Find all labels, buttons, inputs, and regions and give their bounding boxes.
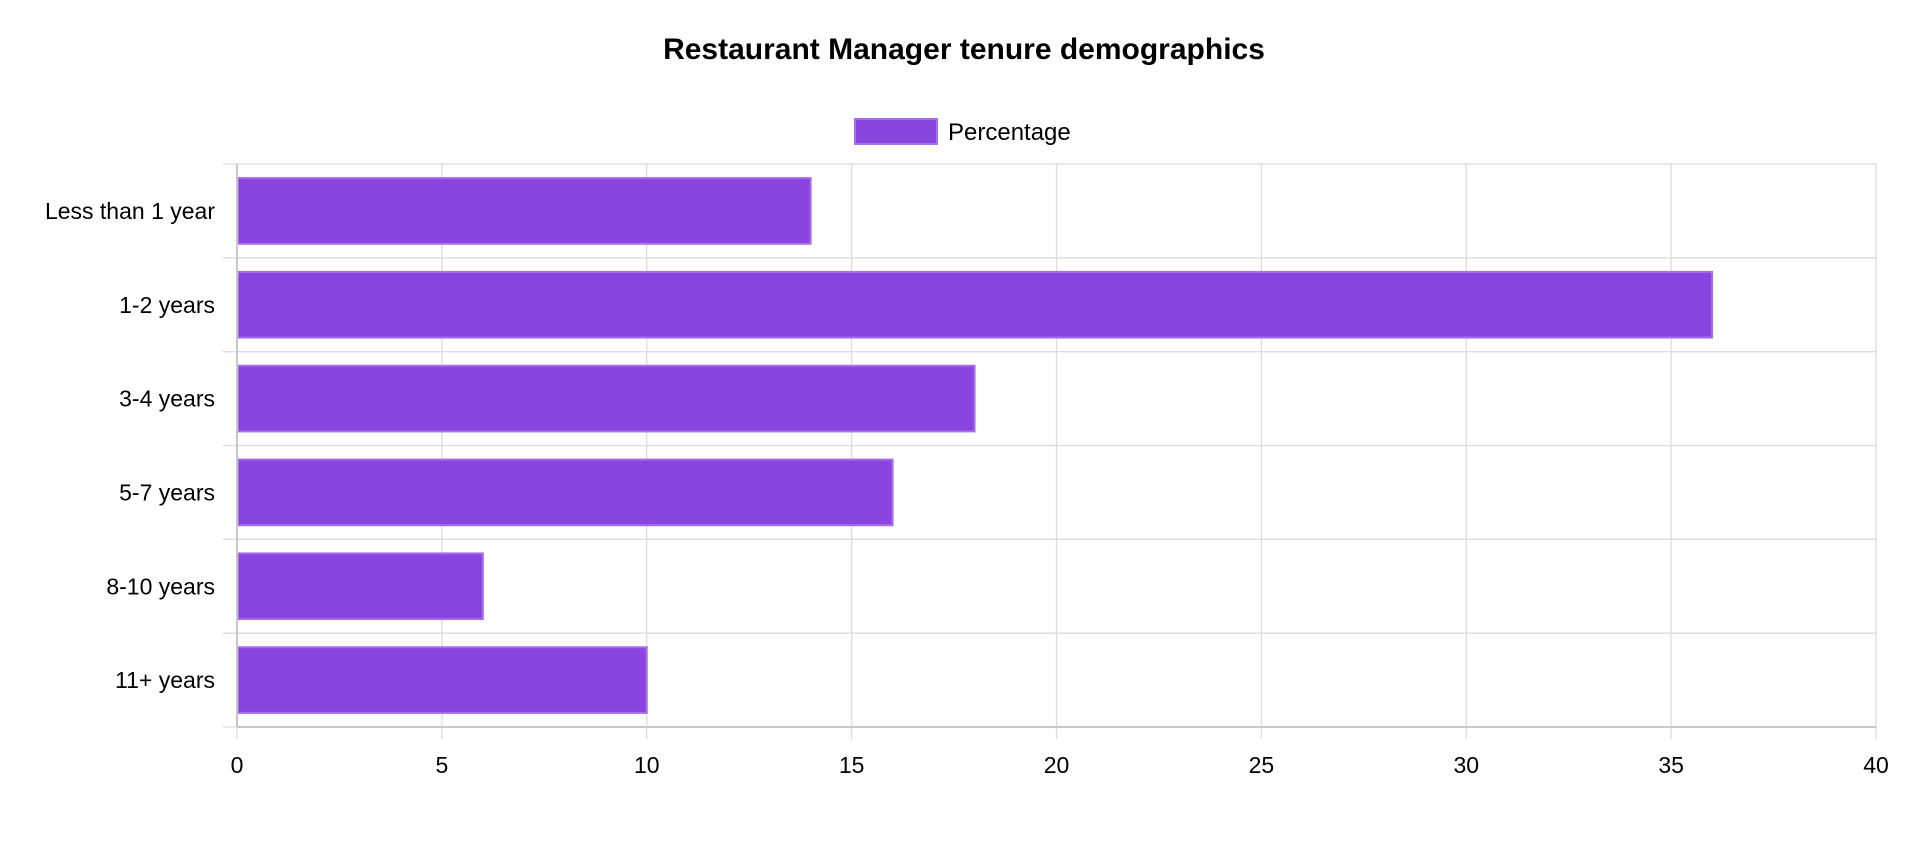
y-tick-label: 11+ years xyxy=(115,667,215,693)
bars xyxy=(237,177,1714,714)
x-tick-label: 20 xyxy=(1044,752,1070,778)
bar[interactable] xyxy=(237,270,1714,339)
bar[interactable] xyxy=(237,177,812,245)
x-tick-label: 35 xyxy=(1658,752,1684,778)
x-tick-label: 0 xyxy=(231,752,244,778)
y-tick-label: 8-10 years xyxy=(106,573,215,599)
legend[interactable]: Percentage xyxy=(854,118,1071,146)
grid-lines xyxy=(223,163,1877,739)
y-tick-label: Less than 1 year xyxy=(45,198,215,224)
x-tick-label: 25 xyxy=(1249,752,1275,778)
chart-title: Restaurant Manager tenure demographics xyxy=(663,33,1265,66)
legend-swatch xyxy=(854,118,938,145)
y-tick-label: 1-2 years xyxy=(119,292,215,318)
y-tick-label: 3-4 years xyxy=(119,386,215,412)
x-axis-tick-labels: 0 5 10 15 20 25 30 35 40 xyxy=(231,752,1889,778)
legend-label: Percentage xyxy=(948,119,1071,146)
bar[interactable] xyxy=(237,364,976,433)
x-tick-label: 10 xyxy=(634,752,660,778)
y-axis-tick-labels: Less than 1 year 1-2 years 3-4 years 5-7 ye… xyxy=(45,198,215,693)
bar[interactable] xyxy=(237,646,648,714)
y-tick-label: 5-7 years xyxy=(119,479,215,505)
axes xyxy=(236,164,1876,728)
x-tick-label: 40 xyxy=(1863,752,1889,778)
bar[interactable] xyxy=(237,552,484,621)
x-tick-label: 5 xyxy=(435,752,448,778)
x-tick-label: 30 xyxy=(1453,752,1479,778)
bar[interactable] xyxy=(237,458,894,527)
x-tick-label: 15 xyxy=(839,752,865,778)
